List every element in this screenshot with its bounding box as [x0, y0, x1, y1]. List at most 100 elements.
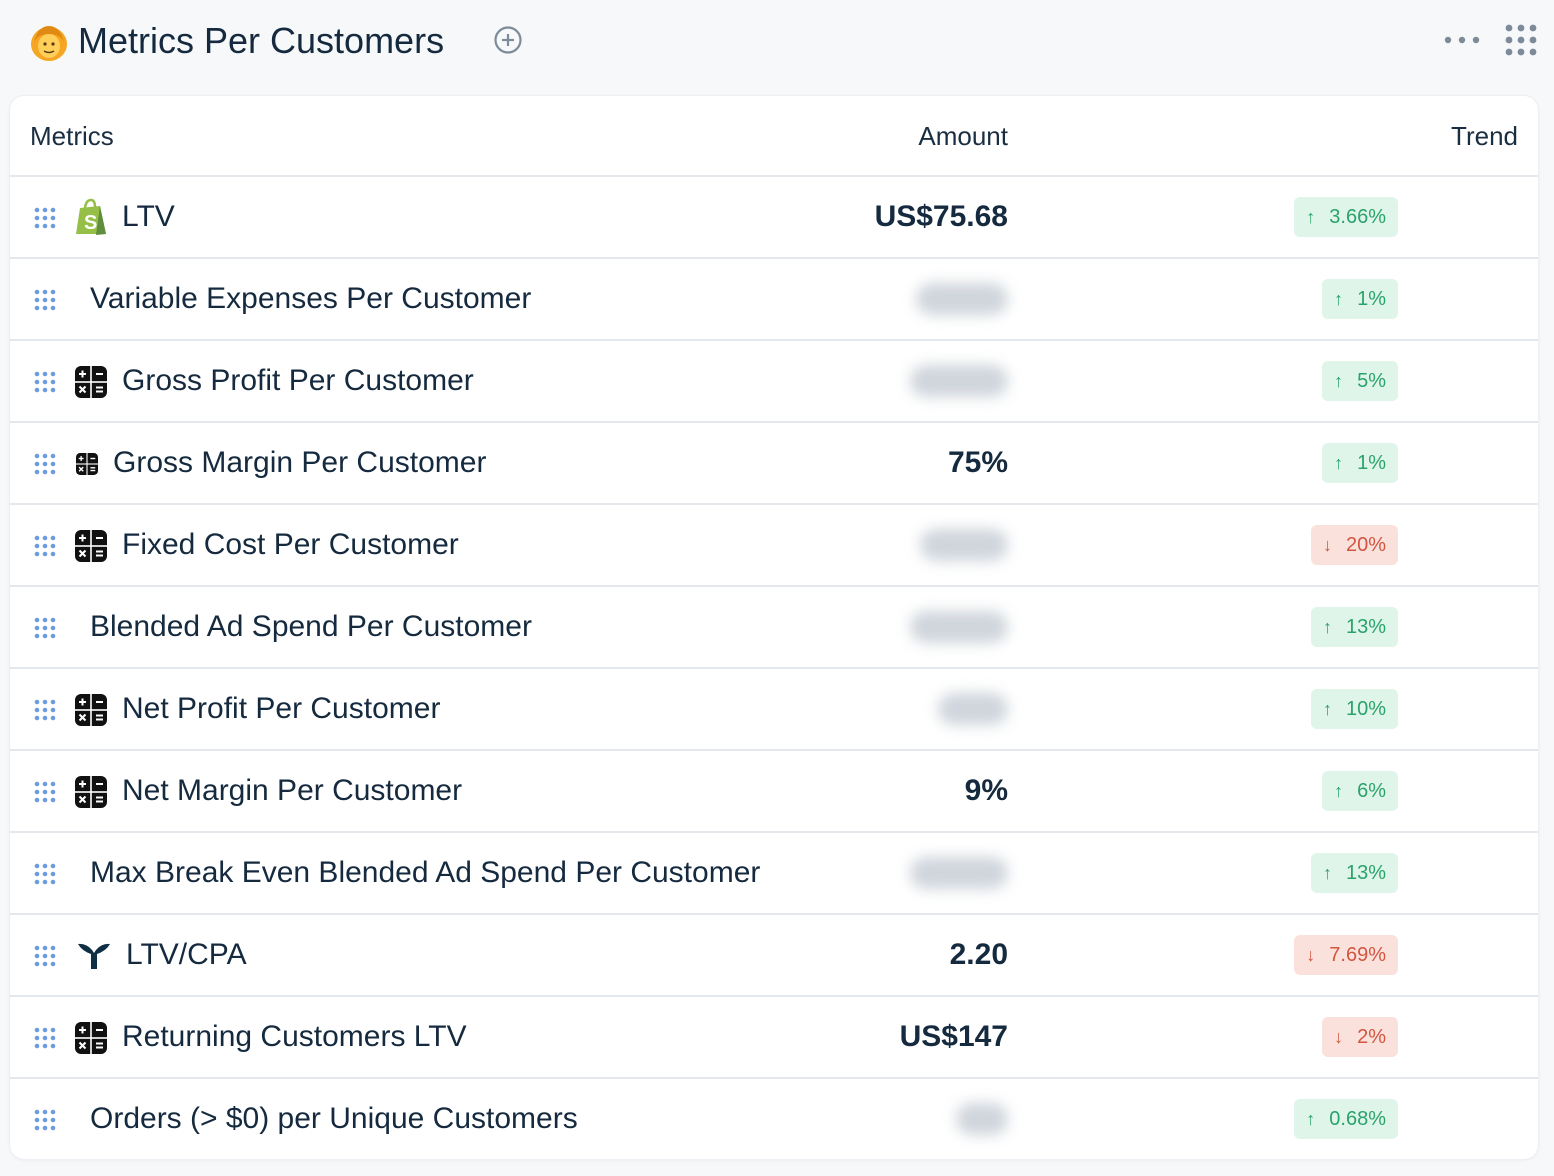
trend-badge: ↑ 13% [1310, 607, 1398, 647]
trend-value: 3.66% [1329, 205, 1386, 228]
trend-badge: ↑ 13% [1310, 853, 1398, 893]
table-row[interactable]: Net Margin Per Customer 9% ↑ 6% [10, 751, 1538, 833]
calculator-icon [75, 366, 107, 403]
arrow-up-icon: ↑ [1334, 452, 1344, 473]
table-row[interactable]: S LTV US$75.68 ↑ 3.66% [10, 177, 1538, 259]
amount-value: 9% [964, 774, 1008, 807]
trend-value: 5% [1357, 369, 1386, 392]
drag-handle-icon[interactable] [33, 534, 57, 558]
shopify-icon: S [74, 198, 108, 241]
drag-handle-icon[interactable] [33, 206, 57, 230]
amount-value-blurred [956, 1103, 1008, 1135]
amount-value-blurred [910, 611, 1008, 643]
calculator-icon [75, 776, 107, 813]
arrow-down-icon: ↓ [1334, 1026, 1344, 1047]
amount-value-blurred [916, 283, 1008, 315]
arrow-down-icon: ↓ [1306, 944, 1316, 965]
metric-label: Returning Customers LTV [122, 1020, 467, 1053]
drag-handle-icon[interactable] [33, 862, 57, 886]
metric-label: Orders (> $0) per Unique Customers [90, 1102, 578, 1135]
metrics-table-card: Metrics Amount Trend S LTV US$75.68 ↑ 3.66% V… [10, 96, 1538, 1159]
drag-handle-icon[interactable] [33, 698, 57, 722]
amount-value: 75% [947, 446, 1008, 479]
arrow-up-icon: ↑ [1306, 206, 1316, 227]
table-row[interactable]: Orders (> $0) per Unique Customers ↑ 0.68% [10, 1079, 1538, 1159]
trend-value: 1% [1357, 451, 1386, 474]
arrow-up-icon: ↑ [1334, 370, 1344, 391]
page-title: Metrics Per Customers [78, 20, 445, 61]
more-options-icon[interactable] [1442, 28, 1482, 52]
table-row[interactable]: Returning Customers LTV US$147 ↓ 2% [10, 997, 1538, 1079]
trend-badge: ↓ 7.69% [1294, 935, 1398, 975]
drag-handle-icon[interactable] [33, 616, 57, 640]
table-row[interactable]: Fixed Cost Per Customer ↓ 20% [10, 505, 1538, 587]
arrow-up-icon: ↑ [1322, 698, 1332, 719]
arrow-up-icon: ↑ [1322, 616, 1332, 637]
calculator-icon [76, 453, 98, 480]
drag-handle-icon[interactable] [33, 1108, 57, 1132]
table-header: Metrics Amount Trend [10, 96, 1538, 177]
trend-badge: ↑ 10% [1310, 689, 1398, 729]
add-circle-icon[interactable] [492, 24, 524, 56]
amount-value: US$75.68 [874, 200, 1008, 233]
arrow-up-icon: ↑ [1334, 780, 1344, 801]
metric-label: Net Profit Per Customer [122, 692, 441, 725]
trend-value: 2% [1357, 1025, 1386, 1048]
metric-label: Gross Margin Per Customer [113, 446, 487, 479]
drag-grid-icon[interactable] [1503, 22, 1539, 58]
metric-label: Variable Expenses Per Customer [90, 282, 532, 315]
calculator-icon [75, 530, 107, 567]
drag-handle-icon[interactable] [33, 1026, 57, 1050]
amount-value-blurred [938, 693, 1008, 725]
column-header-metrics[interactable]: Metrics [30, 121, 114, 151]
metric-label: Fixed Cost Per Customer [122, 528, 459, 561]
table-row[interactable]: Net Profit Per Customer ↑ 10% [10, 669, 1538, 751]
widget-header: Metrics Per Customers [0, 0, 1554, 84]
trend-value: 13% [1345, 615, 1386, 638]
trend-value: 10% [1345, 697, 1386, 720]
metric-label: Max Break Even Blended Ad Spend Per Cust… [90, 856, 761, 889]
table-row[interactable]: Gross Margin Per Customer 75% ↑ 1% [10, 423, 1538, 505]
metric-label: Gross Profit Per Customer [122, 364, 474, 397]
amount-value: 2.20 [949, 938, 1008, 971]
trend-badge: ↑ 1% [1322, 279, 1398, 319]
drag-handle-icon[interactable] [33, 944, 57, 968]
trend-value: 13% [1345, 861, 1386, 884]
calculator-icon [75, 1022, 107, 1059]
trend-value: 20% [1345, 533, 1386, 556]
trend-badge: ↑ 5% [1322, 361, 1398, 401]
arrow-up-icon: ↑ [1334, 288, 1344, 309]
trend-badge: ↑ 1% [1322, 443, 1398, 483]
amount-value: US$147 [899, 1020, 1008, 1053]
trend-value: 1% [1357, 287, 1386, 310]
column-header-amount[interactable]: Amount [918, 121, 1008, 151]
table-row[interactable]: Gross Profit Per Customer ↑ 5% [10, 341, 1538, 423]
drag-handle-icon[interactable] [33, 780, 57, 804]
drag-handle-icon[interactable] [33, 452, 57, 476]
drag-handle-icon[interactable] [33, 370, 57, 394]
trend-value: 0.68% [1329, 1107, 1386, 1130]
trend-badge: ↑ 6% [1322, 771, 1398, 811]
table-row[interactable]: Variable Expenses Per Customer ↑ 1% [10, 259, 1538, 341]
trend-value: 7.69% [1329, 943, 1386, 966]
amount-value-blurred [910, 857, 1008, 889]
trend-badge: ↓ 2% [1322, 1017, 1398, 1057]
arrow-down-icon: ↓ [1322, 534, 1332, 555]
drag-handle-icon[interactable] [33, 288, 57, 312]
table-row[interactable]: Blended Ad Spend Per Customer ↑ 13% [10, 587, 1538, 669]
whale-logo-icon [76, 941, 112, 976]
trend-badge: ↑ 0.68% [1294, 1099, 1398, 1139]
person-emoji-icon [31, 26, 67, 61]
svg-text:S: S [84, 212, 97, 234]
table-body: S LTV US$75.68 ↑ 3.66% Variable Expenses Per … [10, 177, 1538, 1159]
metric-label: LTV [122, 200, 175, 233]
metric-label: Blended Ad Spend Per Customer [90, 610, 532, 643]
trend-badge: ↑ 3.66% [1294, 197, 1398, 237]
table-row[interactable]: LTV/CPA 2.20 ↓ 7.69% [10, 915, 1538, 997]
column-header-trend[interactable]: Trend [1451, 121, 1518, 151]
calculator-icon [75, 694, 107, 731]
metric-label: Net Margin Per Customer [122, 774, 463, 807]
arrow-up-icon: ↑ [1306, 1108, 1316, 1129]
arrow-up-icon: ↑ [1322, 862, 1332, 883]
table-row[interactable]: Max Break Even Blended Ad Spend Per Cust… [10, 833, 1538, 915]
